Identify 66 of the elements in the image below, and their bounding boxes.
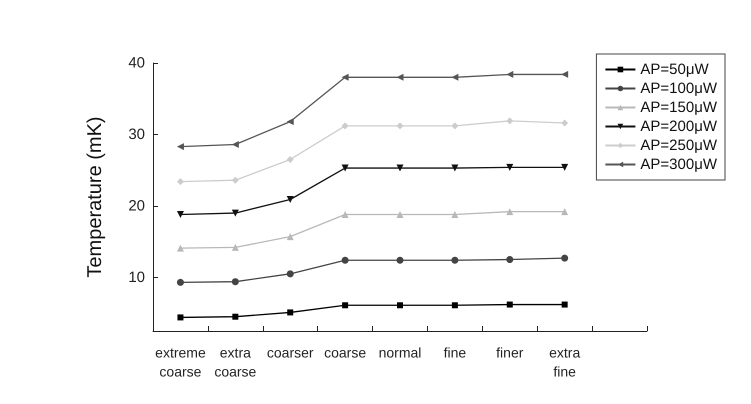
legend-label: AP=200μW [640, 118, 718, 135]
point [232, 278, 239, 286]
point [561, 208, 568, 216]
point [287, 309, 294, 316]
legend-label: AP=100μW [640, 80, 718, 97]
x-tick-label: coarse [324, 344, 366, 360]
point [451, 256, 458, 264]
point [396, 164, 404, 172]
point [342, 122, 349, 130]
point [342, 74, 349, 81]
point [232, 244, 239, 251]
point [506, 70, 514, 78]
point [286, 270, 294, 278]
point [451, 164, 458, 172]
legend-label: AP=150μW [640, 99, 718, 116]
point [506, 256, 514, 264]
y-tick-label: 10 [128, 268, 145, 286]
point [286, 156, 294, 163]
point [232, 210, 239, 217]
x-tick-label: extra fine [549, 344, 580, 380]
legend-label: AP=250μW [640, 137, 718, 154]
point [286, 118, 294, 126]
point [506, 208, 514, 216]
x-tick-label: fine [444, 344, 466, 360]
x-tick-label: extreme coarse [155, 344, 206, 380]
point [176, 244, 184, 252]
y-tick-label: 40 [128, 54, 145, 72]
point [561, 254, 568, 262]
point [286, 196, 294, 203]
point [562, 302, 568, 308]
point [342, 256, 349, 264]
point [506, 164, 514, 171]
point [176, 178, 184, 186]
point [451, 122, 458, 130]
point [232, 314, 238, 320]
point [451, 211, 458, 218]
point [452, 302, 458, 308]
y-tick-label: 20 [128, 197, 145, 214]
point [176, 143, 184, 150]
point [561, 120, 568, 127]
y-axis-title: Temperature (mK) [84, 116, 106, 278]
point [451, 74, 458, 81]
point [396, 74, 404, 81]
point [506, 302, 513, 308]
point [176, 278, 184, 286]
point [561, 70, 568, 78]
point [396, 211, 404, 218]
legend-label: AP=300μW [640, 156, 718, 173]
point [396, 256, 404, 264]
point [342, 302, 348, 308]
point [506, 117, 514, 124]
x-tick-label: coarser [266, 344, 314, 360]
point [286, 233, 294, 240]
point [397, 302, 403, 308]
x-tick-label: finer [496, 344, 524, 360]
legend-label: AP=50μW [640, 61, 710, 78]
point [561, 164, 568, 171]
point [176, 211, 184, 218]
x-tick-label: normal [378, 344, 422, 360]
point [342, 211, 349, 218]
x-tick-label: extra coarse [214, 344, 257, 380]
y-tick-label: 30 [128, 126, 145, 143]
point [342, 164, 349, 172]
point [396, 122, 404, 130]
point [177, 314, 184, 320]
point [232, 176, 239, 184]
